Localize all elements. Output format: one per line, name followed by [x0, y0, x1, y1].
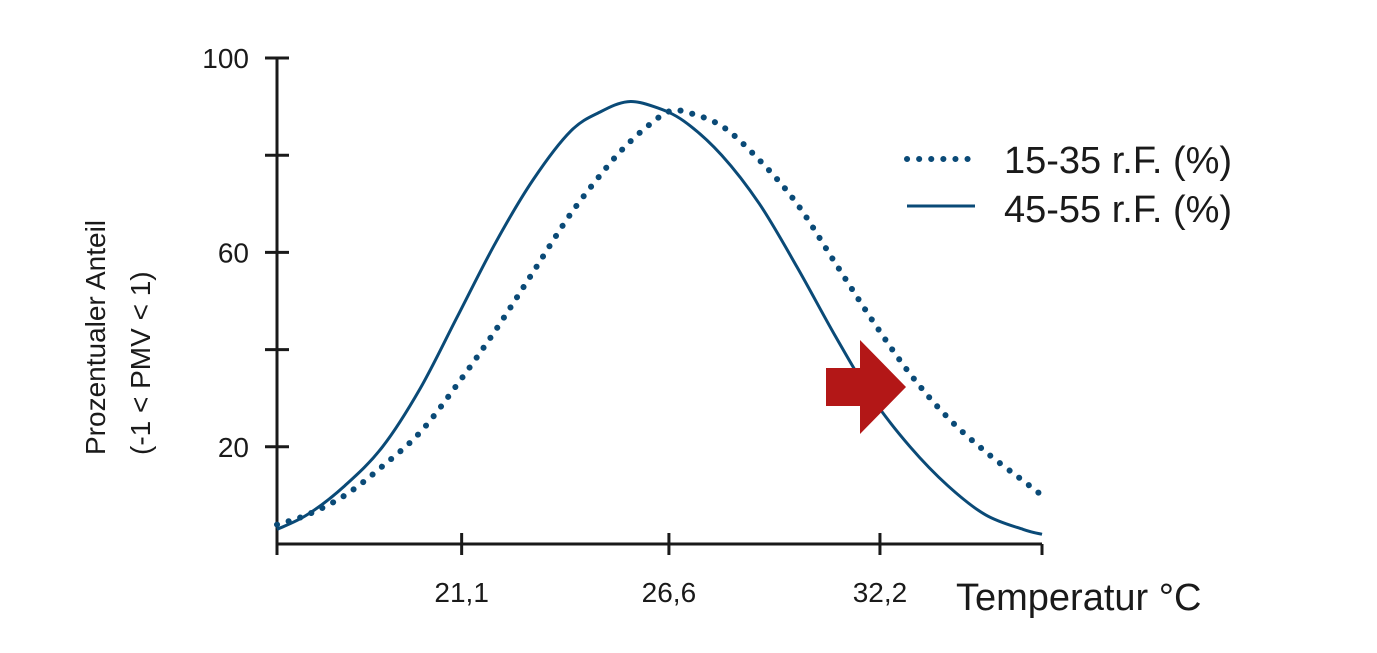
y-ticks: 20 60 100 [202, 43, 289, 463]
y-tick-label: 60 [218, 237, 249, 268]
legend-label-45-55: 45-55 r.F. (%) [1004, 189, 1232, 231]
series-layer [274, 100, 1045, 536]
axes [275, 58, 1042, 546]
y-tick-label: 100 [202, 43, 249, 74]
x-axis-title: Temperatur °C [956, 577, 1201, 619]
legend: 15-35 r.F. (%) 45-55 r.F. (%) [904, 140, 1232, 231]
series-line-1 [276, 100, 1043, 536]
y-axis-title-line1: Prozentualer Anteil [80, 220, 111, 455]
x-tick-label: 26,6 [642, 577, 697, 608]
y-axis-title-line2: (-1 < PMV < 1) [125, 271, 156, 455]
x-tick-label: 32,2 [853, 577, 908, 608]
legend-label-15-35: 15-35 r.F. (%) [1004, 140, 1232, 182]
series-line-0 [274, 106, 1045, 528]
x-ticks: 21,1 26,6 32,2 [275, 533, 1044, 608]
shift-right-arrow-icon [826, 340, 906, 434]
y-tick-label: 20 [218, 432, 249, 463]
x-tick-label: 21,1 [434, 577, 489, 608]
